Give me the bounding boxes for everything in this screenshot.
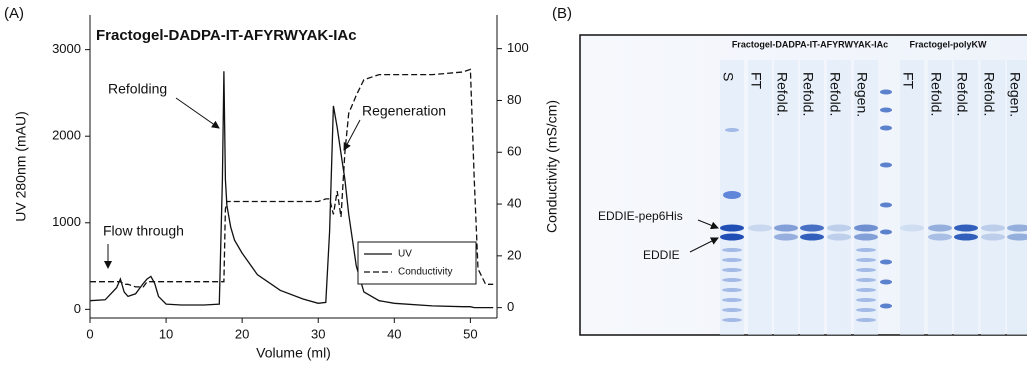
gel-band: [827, 234, 851, 241]
gel-band: [856, 278, 876, 282]
gel-lane-label: FT: [900, 72, 916, 90]
gel-band: [720, 234, 744, 241]
y-tick-label: 0: [74, 301, 81, 316]
marker-band: [880, 260, 892, 265]
gel-band: [856, 268, 876, 272]
marker-band: [880, 230, 892, 235]
gel-group-label: Fractogel-polyKW: [909, 39, 987, 49]
legend-box: [358, 242, 476, 284]
annotation: Refolding: [108, 81, 167, 97]
x-tick-label: 50: [463, 326, 477, 341]
gel-band: [722, 258, 742, 262]
gel-group-label: Fractogel-DADPA-IT-AFYRWYAK-IAc: [732, 39, 888, 49]
gel-lane: [900, 60, 924, 335]
gel-band: [800, 225, 824, 232]
gel-lane-label: Refold.: [954, 72, 970, 116]
x-tick-label: 40: [387, 326, 401, 341]
gel-band: [981, 225, 1005, 232]
y2-tick-label: 80: [507, 92, 521, 107]
gel-band: [854, 225, 878, 232]
y-tick-label: 2000: [52, 128, 81, 143]
gel-lane-label: Refold.: [774, 72, 790, 116]
marker-band: [880, 203, 892, 208]
gel-lane-label: Refold.: [827, 72, 843, 116]
gel-band: [856, 248, 876, 252]
gel-band: [981, 234, 1005, 241]
x-tick-label: 20: [235, 326, 249, 341]
gel-band: [856, 288, 876, 292]
y2-tick-label: 20: [507, 247, 521, 262]
gel-band: [722, 308, 742, 312]
gel-band: [722, 298, 742, 302]
marker-band: [880, 280, 892, 285]
gel-lane-label: Refold.: [928, 72, 944, 116]
gel-band: [928, 225, 952, 232]
gel-band: [722, 268, 742, 272]
y2-tick-label: 60: [507, 144, 521, 159]
x-tick-label: 10: [159, 326, 173, 341]
gel-lane-label: FT: [748, 72, 764, 90]
gel-band: [774, 225, 798, 232]
gel-band: [954, 225, 978, 232]
gel-lane-label: Refold.: [981, 72, 997, 116]
annotation-arrow: [176, 98, 219, 128]
gel-band: [722, 278, 742, 282]
y2-tick-label: 0: [507, 299, 514, 314]
marker-band: [880, 108, 892, 113]
legend-label: UV: [398, 249, 412, 260]
gel-band: [723, 191, 741, 199]
marker-band: [880, 126, 892, 131]
gel-band: [722, 248, 742, 252]
panel-label: (A): [4, 5, 24, 22]
marker-band: [880, 163, 892, 168]
gel-lane-label: Refold.: [800, 72, 816, 116]
y-tick-label: 1000: [52, 214, 81, 229]
gel-band: [856, 318, 876, 322]
gel-band: [854, 234, 878, 241]
y-axis-label: UV 280nm (mAU): [13, 111, 29, 221]
gel-band-label: EDDIE-pep6His: [598, 209, 683, 223]
gel-lane-label: S: [720, 72, 736, 81]
annotation: Regeneration: [362, 103, 446, 119]
x-tick-label: 0: [86, 326, 93, 341]
gel-band: [725, 128, 739, 132]
y2-axis-label: Conductivity (mS/cm): [544, 100, 560, 233]
gel-lane: [748, 60, 772, 335]
annotation: Flow through: [103, 223, 184, 239]
gel-band: [928, 234, 952, 241]
gel-band: [720, 225, 744, 232]
gel-band: [954, 234, 978, 241]
marker-band: [880, 90, 892, 95]
y-tick-label: 3000: [52, 41, 81, 56]
legend-label: Conductivity: [398, 267, 452, 278]
gel-band: [774, 234, 798, 241]
y2-tick-label: 100: [507, 40, 529, 55]
gel-band: [856, 298, 876, 302]
gel-band-label: EDDIE: [643, 248, 680, 262]
gel-band: [827, 225, 851, 232]
y2-tick-label: 40: [507, 195, 521, 210]
x-axis-label: Volume (ml): [256, 345, 331, 361]
gel-lane-label: Regen.: [854, 72, 870, 117]
figure: (A) (B) 0 10 20 30 40 50 0 1000 2000 3000 0 20 40 60 8…: [0, 0, 1027, 365]
marker-band: [880, 304, 892, 309]
panel-label: (B): [552, 5, 572, 22]
chart-title: Fractogel-DADPA-IT-AFYRWYAK-IAc: [96, 27, 357, 44]
gel-band: [856, 258, 876, 262]
x-tick-label: 30: [311, 326, 325, 341]
gel-band: [800, 234, 824, 241]
gel-band: [722, 318, 742, 322]
gel-lane-label: Regen.: [1007, 72, 1023, 117]
gel-band: [900, 225, 924, 232]
gel-band: [748, 225, 772, 232]
gel-band: [856, 308, 876, 312]
gel-band: [722, 288, 742, 292]
